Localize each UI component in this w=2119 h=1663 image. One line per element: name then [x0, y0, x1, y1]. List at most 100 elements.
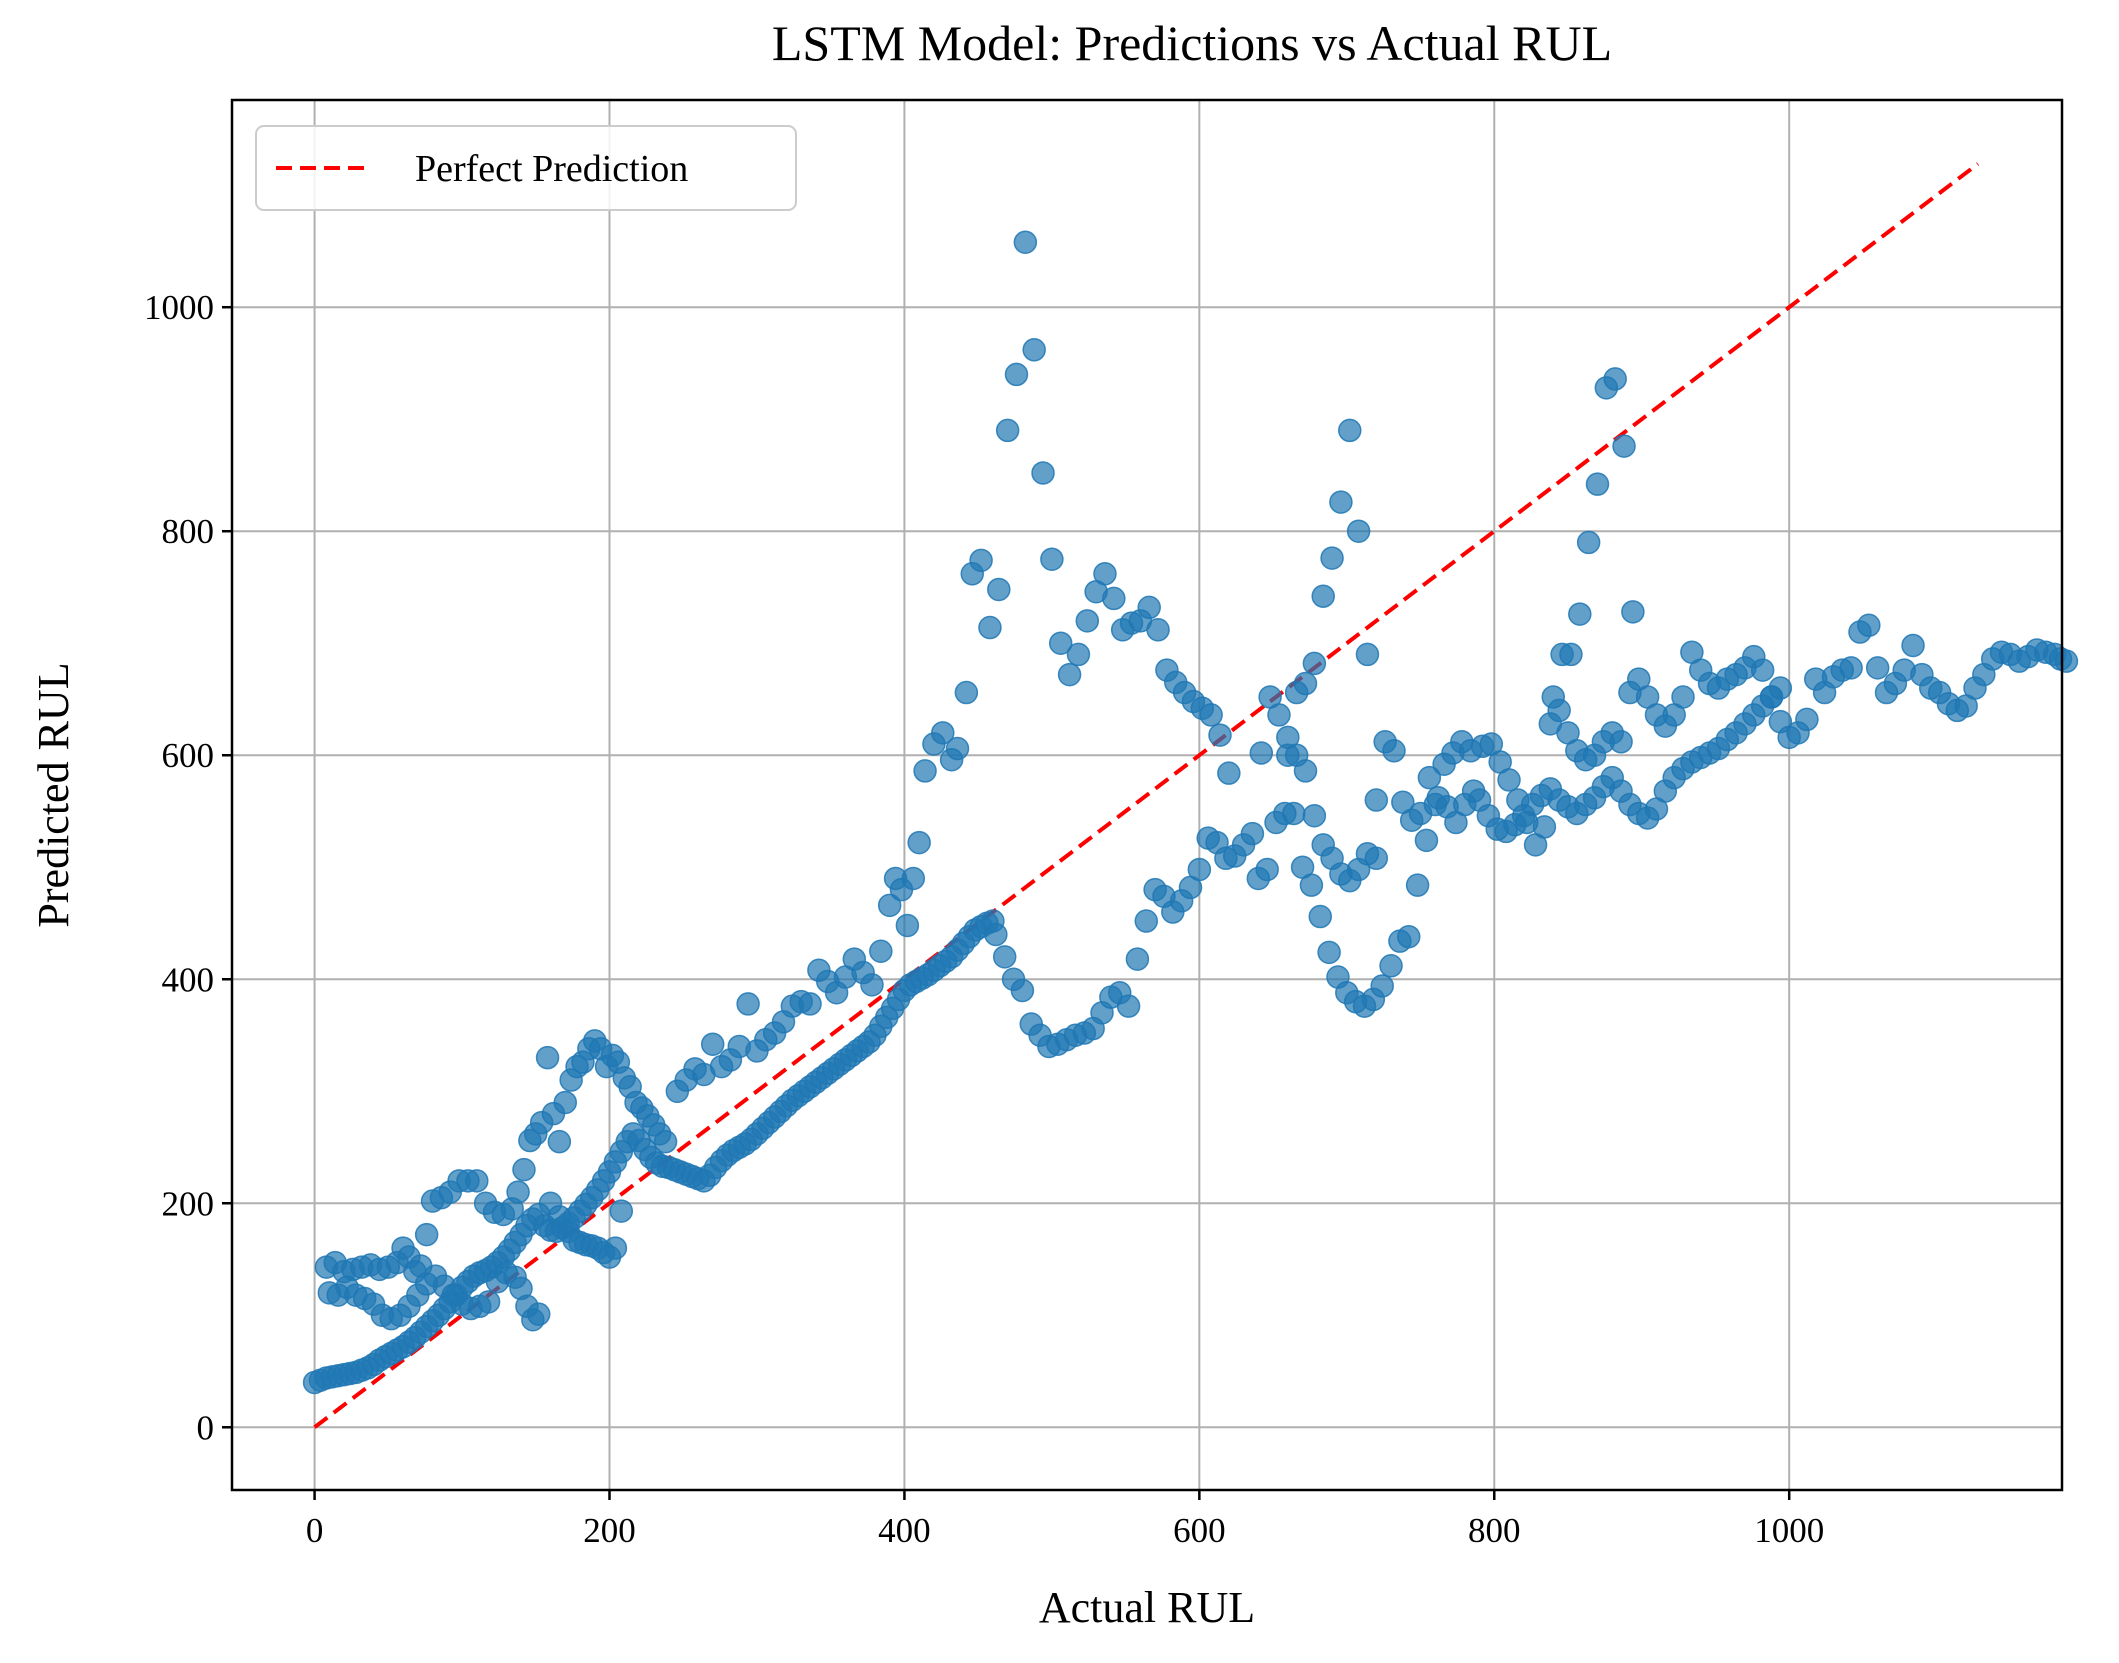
- scatter-point: [653, 1129, 678, 1154]
- scatter-point: [1364, 846, 1389, 871]
- scatter-point: [414, 1222, 439, 1247]
- y-tick-label: 0: [197, 1408, 215, 1447]
- scatter-point: [1671, 685, 1695, 709]
- scatter-point: [1004, 362, 1029, 387]
- scatter-point: [1568, 602, 1592, 626]
- scatter-point: [1576, 530, 1601, 555]
- x-axis-ticks: 0 200 400 600 800 1000: [306, 1490, 1824, 1550]
- scatter-point: [1031, 461, 1055, 485]
- scatter-point: [1317, 940, 1341, 965]
- scatter-point: [1308, 904, 1333, 929]
- scatter-point: [1066, 642, 1091, 667]
- x-tick-label: 200: [583, 1511, 636, 1550]
- scatter-point: [1795, 707, 1819, 732]
- scatter-point: [1612, 434, 1636, 458]
- scatter-point: [1355, 642, 1380, 667]
- y-tick-label: 600: [162, 736, 215, 775]
- scatter-point: [1299, 873, 1324, 897]
- scatter-point: [1559, 642, 1583, 667]
- scatter-point: [1346, 519, 1371, 543]
- scatter-point: [465, 1169, 489, 1193]
- grid-lines: [232, 100, 2062, 1490]
- x-tick-label: 0: [306, 1511, 324, 1550]
- scatter-point: [736, 992, 760, 1016]
- scatter-point: [506, 1180, 530, 1204]
- scatter-point: [526, 1302, 551, 1326]
- scatter-point: [1057, 662, 1082, 687]
- chart-title: LSTM Model: Predictions vs Actual RUL: [772, 15, 1612, 71]
- scatter-point: [978, 615, 1002, 640]
- scatter-point: [1497, 768, 1521, 792]
- scatter-point: [1311, 584, 1335, 608]
- plot-area-frame: [230, 98, 2064, 1492]
- scatter-point: [1585, 472, 1610, 496]
- scatter-point: [603, 1236, 628, 1260]
- scatter-point: [931, 721, 955, 745]
- scatter-point: [1408, 801, 1433, 826]
- scatter-point: [992, 945, 1017, 969]
- scatter-point: [1137, 595, 1161, 620]
- scatter-point: [1603, 367, 1627, 391]
- legend: Perfect Prediction: [255, 125, 797, 211]
- scatter-point: [1396, 924, 1421, 949]
- scatter-point: [1293, 671, 1318, 696]
- scatter-point: [553, 1090, 578, 1115]
- scatter-point: [1609, 730, 1633, 754]
- scatter-point: [1048, 631, 1073, 655]
- scatter-point: [987, 577, 1011, 602]
- scatter-points: [302, 230, 2079, 1395]
- legend-label-perfect-prediction: Perfect Prediction: [415, 148, 688, 190]
- scatter-point: [1547, 698, 1571, 723]
- scatter-point: [1116, 994, 1141, 1018]
- scatter-point: [1338, 418, 1362, 443]
- scatter-point: [1010, 978, 1035, 1003]
- scatter-point: [913, 759, 937, 783]
- scatter-point: [1102, 586, 1126, 611]
- scatter-point: [1146, 618, 1170, 642]
- scatter-point: [1255, 857, 1279, 882]
- scatter-point: [1865, 656, 1890, 680]
- y-axis-ticks: 0 200 400 600 800 1000: [144, 288, 232, 1447]
- scatter-point: [700, 1032, 725, 1056]
- scatter-point: [1370, 974, 1394, 998]
- scatter-point: [877, 893, 902, 918]
- x-tick-label: 1000: [1754, 1511, 1824, 1550]
- scatter-point: [798, 992, 822, 1016]
- scatter-point: [954, 680, 979, 705]
- y-tick-label: 1000: [144, 288, 214, 327]
- scatter-point: [1405, 873, 1430, 897]
- scatter-point: [945, 736, 970, 761]
- x-tick-label: 400: [878, 1511, 931, 1550]
- scatter-point: [535, 1045, 560, 1070]
- scatter-point: [1199, 703, 1223, 727]
- y-tick-label: 800: [162, 512, 215, 551]
- scatter-point: [1320, 546, 1344, 570]
- x-tick-label: 800: [1468, 1511, 1521, 1550]
- scatter-point: [1013, 230, 1038, 254]
- scatter-point: [2054, 649, 2079, 673]
- scatter-point: [1217, 761, 1241, 785]
- scatter-point: [1267, 703, 1291, 727]
- scatter-point: [1276, 743, 1300, 767]
- scatter-point: [476, 1290, 501, 1314]
- y-tick-label: 400: [162, 960, 215, 999]
- scatter-point: [1750, 658, 1775, 682]
- scatter-point: [1329, 490, 1353, 514]
- scatter-point: [901, 866, 926, 891]
- x-axis-label: Actual RUL: [1039, 1583, 1255, 1632]
- scatter-point: [1461, 779, 1486, 803]
- scatter-point: [1857, 613, 1881, 638]
- scatter-point: [1417, 765, 1442, 790]
- legend-box: [255, 125, 797, 211]
- scatter-point: [1240, 821, 1265, 846]
- scatter-point: [1134, 909, 1159, 933]
- scatter-point: [1302, 803, 1327, 828]
- y-axis-label: Predicted RUL: [29, 662, 78, 927]
- scatter-point: [1839, 656, 1863, 680]
- scatter-point: [1187, 857, 1212, 882]
- scatter-point: [512, 1157, 536, 1182]
- perfect-prediction-layer: [313, 162, 1980, 1429]
- scatter-point: [1364, 788, 1389, 812]
